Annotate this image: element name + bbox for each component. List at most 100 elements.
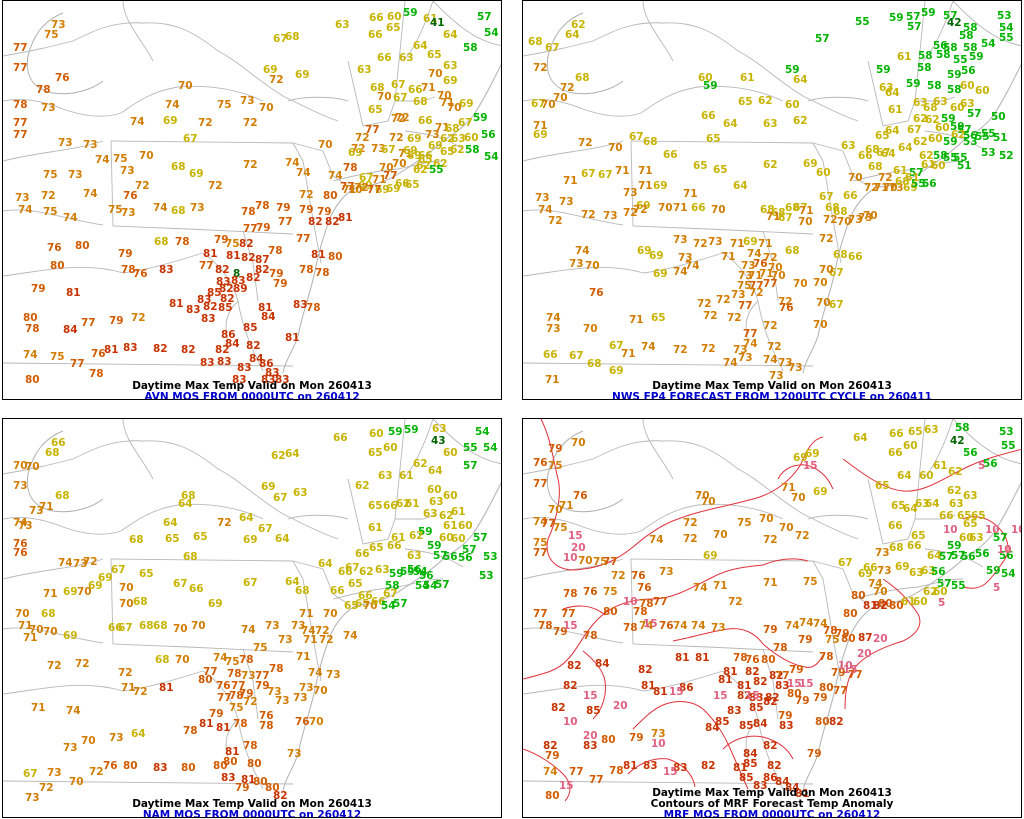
station-temp-value: 72	[763, 320, 778, 332]
station-temp-value: 63	[407, 550, 422, 562]
station-temp-value: 85	[243, 322, 258, 334]
station-temp-value: 67	[359, 172, 374, 184]
station-temp-value: 63	[293, 487, 308, 499]
coastline	[26, 12, 104, 95]
station-temp-value: 60	[960, 80, 975, 92]
station-temp-value: 75	[253, 642, 268, 654]
station-temp-value: 61	[905, 172, 920, 184]
station-temp-value: 61	[391, 532, 406, 544]
station-temp-value: 73	[546, 323, 561, 335]
station-temp-value: 73	[240, 95, 255, 107]
nws-fp4-panel: 62 64 68 67 72 68 72 70 67 70 71 69 72 70 67 68 66 66 64 65…	[522, 0, 1022, 400]
station-temp-value: 83	[186, 304, 201, 316]
state-border	[292, 560, 349, 605]
station-temp-value: 72	[243, 117, 258, 129]
station-temp-value: 79	[831, 667, 846, 679]
state-border	[952, 419, 1021, 465]
station-temp-value: 79	[118, 248, 133, 260]
station-temp-value: 79	[317, 206, 332, 218]
station-temp-value: 71	[621, 348, 636, 360]
station-temp-value: 79	[109, 315, 124, 327]
station-temp-value: 71	[440, 97, 455, 109]
station-temp-value: 72	[703, 310, 718, 322]
state-border	[347, 478, 364, 545]
station-temp-value: 81	[199, 718, 214, 730]
station-temp-value: 69	[703, 550, 718, 562]
state-border	[915, 514, 956, 520]
station-temp-value: 70	[585, 260, 600, 272]
station-temp-value: 73	[425, 129, 440, 141]
station-temp-value: 60	[383, 442, 398, 454]
station-temp-value: 56	[443, 551, 458, 563]
station-temp-value: 15	[713, 690, 728, 702]
station-temp-value: 72	[243, 696, 258, 708]
station-temp-value: 68	[171, 205, 186, 217]
station-temp-value: 60	[933, 586, 948, 598]
station-temp-value: 78	[183, 725, 198, 737]
station-temp-value: 54	[381, 600, 396, 612]
station-temp-value: 74	[241, 624, 256, 636]
station-temp-value: 83	[197, 294, 212, 306]
station-temp-value: 54	[484, 151, 499, 163]
state-border	[924, 130, 984, 150]
station-temp-value: 71	[39, 501, 54, 513]
station-temp-value: 72	[354, 182, 369, 194]
station-temp-value: 56	[481, 129, 496, 141]
state-border	[630, 140, 824, 162]
station-temp-value: 66	[863, 562, 878, 574]
station-temp-value: 65	[405, 179, 420, 191]
station-temp-value: 70	[791, 492, 806, 504]
station-temp-value: 67	[545, 42, 560, 54]
station-temp-value: 80	[815, 716, 830, 728]
station-temp-value: 81	[225, 746, 240, 758]
coastline	[546, 12, 624, 95]
station-temp-value: 61	[897, 51, 912, 63]
station-temp-value: 73	[711, 622, 726, 634]
station-temp-value: 43	[431, 435, 446, 447]
station-temp-value: 64	[793, 74, 808, 86]
station-temp-value: 70	[259, 102, 274, 114]
station-temp-value: 72	[763, 252, 778, 264]
station-temp-value: 72	[131, 312, 146, 324]
station-temp-value: 70	[711, 204, 726, 216]
station-temp-value: 77	[533, 608, 548, 620]
station-temp-value: 71	[721, 251, 736, 263]
station-temp-value: 66	[701, 110, 716, 122]
station-temp-value: 55	[429, 164, 444, 176]
station-temp-value: 71	[303, 634, 318, 646]
station-temp-value: 73	[731, 289, 746, 301]
station-temp-value: 79	[813, 692, 828, 704]
station-temp-value: 62	[913, 136, 928, 148]
station-temp-value: 57	[967, 108, 982, 120]
station-temp-value: 67	[819, 191, 834, 203]
station-temp-value: 69	[375, 184, 390, 196]
station-temp-value: 72	[673, 344, 688, 356]
station-temp-value: 67	[876, 147, 891, 159]
station-temp-value: 65	[368, 447, 383, 459]
station-temp-value: 72	[75, 658, 90, 670]
station-temp-value: 15	[669, 686, 684, 698]
station-temp-value: 51	[993, 132, 1008, 144]
station-temp-value: 72	[767, 341, 782, 353]
station-temp-value: 82	[873, 600, 888, 612]
state-border	[3, 362, 294, 367]
station-temp-value: 78	[241, 206, 256, 218]
station-temp-value: 78	[609, 765, 624, 777]
station-temp-value: 78	[121, 264, 136, 276]
station-temp-value: 76	[259, 710, 274, 722]
station-temp-value: 56	[983, 458, 998, 470]
station-temp-value: 78	[13, 99, 28, 111]
station-temp-value: 63	[933, 96, 948, 108]
state-border	[523, 362, 814, 367]
station-temp-value: 58	[959, 30, 974, 42]
station-temp-value: 56	[933, 40, 948, 52]
station-temp-value: 57	[957, 124, 972, 136]
station-temp-value: 68	[55, 490, 70, 502]
station-temp-value: 69	[261, 481, 276, 493]
station-temp-value: 59	[986, 565, 1001, 577]
station-temp-value: 68	[760, 204, 775, 216]
state-border	[807, 514, 869, 520]
station-temp-value: 57	[951, 550, 966, 562]
station-temp-value: 63	[451, 133, 466, 145]
station-temp-value: 78	[243, 740, 258, 752]
